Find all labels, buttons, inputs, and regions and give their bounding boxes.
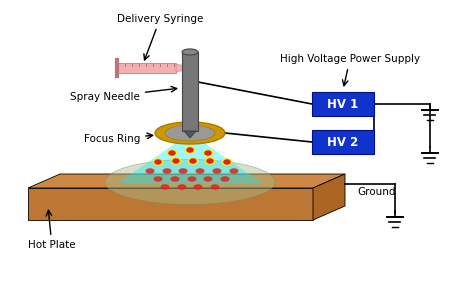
Ellipse shape <box>153 158 164 166</box>
Ellipse shape <box>204 150 212 156</box>
Polygon shape <box>312 130 374 154</box>
Ellipse shape <box>193 184 202 190</box>
Ellipse shape <box>210 184 219 190</box>
Ellipse shape <box>177 184 186 190</box>
Text: Delivery Syringe: Delivery Syringe <box>117 14 203 60</box>
Ellipse shape <box>212 168 221 174</box>
Ellipse shape <box>206 158 214 164</box>
Ellipse shape <box>202 149 213 157</box>
Polygon shape <box>184 131 196 138</box>
Ellipse shape <box>195 168 204 174</box>
Ellipse shape <box>188 157 199 165</box>
Text: Hot Plate: Hot Plate <box>28 210 76 250</box>
Text: HV 2: HV 2 <box>328 135 359 148</box>
Ellipse shape <box>165 125 215 141</box>
Ellipse shape <box>204 157 216 165</box>
Ellipse shape <box>105 160 275 205</box>
Text: Spray Needle: Spray Needle <box>70 86 177 102</box>
Polygon shape <box>28 174 345 188</box>
Ellipse shape <box>223 159 231 165</box>
Polygon shape <box>118 63 176 73</box>
Ellipse shape <box>188 176 197 182</box>
Polygon shape <box>28 188 313 220</box>
Ellipse shape <box>161 184 170 190</box>
Ellipse shape <box>220 176 229 182</box>
Ellipse shape <box>163 168 172 174</box>
Ellipse shape <box>189 158 197 164</box>
Ellipse shape <box>184 146 195 154</box>
Ellipse shape <box>146 168 155 174</box>
Ellipse shape <box>171 176 180 182</box>
Ellipse shape <box>221 158 233 166</box>
Ellipse shape <box>154 159 162 165</box>
Polygon shape <box>176 65 190 71</box>
Text: HV 1: HV 1 <box>328 98 359 110</box>
Ellipse shape <box>203 176 212 182</box>
Text: High Voltage Power Supply: High Voltage Power Supply <box>280 54 420 86</box>
Polygon shape <box>312 92 374 116</box>
Ellipse shape <box>186 147 194 153</box>
Ellipse shape <box>171 157 182 165</box>
Ellipse shape <box>168 150 176 156</box>
Polygon shape <box>182 52 198 131</box>
Polygon shape <box>118 133 262 183</box>
Text: Focus Ring: Focus Ring <box>84 133 153 144</box>
Polygon shape <box>313 174 345 220</box>
Ellipse shape <box>166 149 177 157</box>
Ellipse shape <box>182 49 198 55</box>
Ellipse shape <box>179 168 188 174</box>
Ellipse shape <box>155 122 225 144</box>
Ellipse shape <box>229 168 238 174</box>
Ellipse shape <box>154 176 163 182</box>
Ellipse shape <box>172 158 180 164</box>
Text: Ground: Ground <box>358 187 396 197</box>
